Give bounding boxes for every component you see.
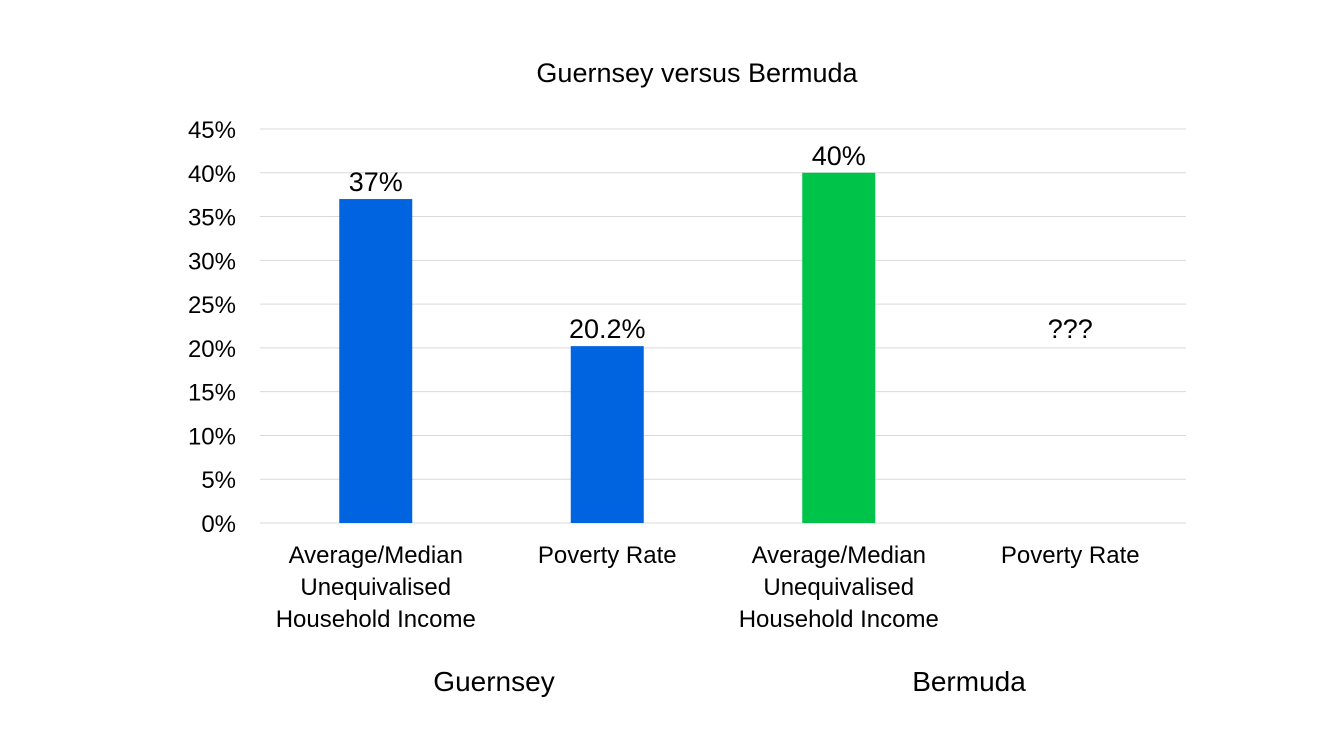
- data-labels: 37% 20.2% 40%???: [349, 141, 1093, 344]
- gridlines: [260, 128, 1186, 524]
- y-tick-label: 0%: [201, 511, 236, 538]
- y-tick-label: 10%: [188, 423, 236, 450]
- data-label: 37%: [349, 167, 403, 197]
- y-tick-label: 20%: [188, 336, 236, 363]
- y-tick-label: 40%: [188, 161, 236, 188]
- x-category-label: Household Income: [739, 606, 939, 633]
- group-label-guernsey: Guernsey: [433, 666, 554, 697]
- x-category-label: Unequivalised: [300, 574, 451, 601]
- group-label-bermuda: Bermuda: [912, 666, 1026, 697]
- bars: [339, 172, 876, 524]
- data-label: 20.2%: [569, 314, 646, 344]
- x-category-label: Poverty Rate: [538, 542, 677, 569]
- y-axis-ticks: 0% 5% 10% 15% 20% 25% 30% 35% 40% 45%: [188, 117, 236, 538]
- y-tick-label: 30%: [188, 248, 236, 275]
- bar: [802, 172, 876, 523]
- bar: [570, 346, 644, 523]
- category-labels: Average/Median Unequivalised Household Inc…: [276, 542, 1140, 633]
- data-label: ???: [1048, 314, 1093, 344]
- y-tick-label: 25%: [188, 292, 236, 319]
- x-category-label: Poverty Rate: [1001, 542, 1140, 569]
- y-tick-label: 45%: [188, 117, 236, 144]
- x-category-label: Average/Median: [289, 542, 463, 569]
- x-category-label: Average/Median: [752, 542, 926, 569]
- y-tick-label: 5%: [201, 467, 236, 494]
- y-tick-label: 35%: [188, 205, 236, 232]
- y-tick-label: 15%: [188, 380, 236, 407]
- x-category-label: Household Income: [276, 606, 476, 633]
- bar: [339, 199, 413, 524]
- x-category-label: Unequivalised: [763, 574, 914, 601]
- data-label: 40%: [812, 141, 866, 171]
- chart-title: Guernsey versus Bermuda: [536, 58, 858, 88]
